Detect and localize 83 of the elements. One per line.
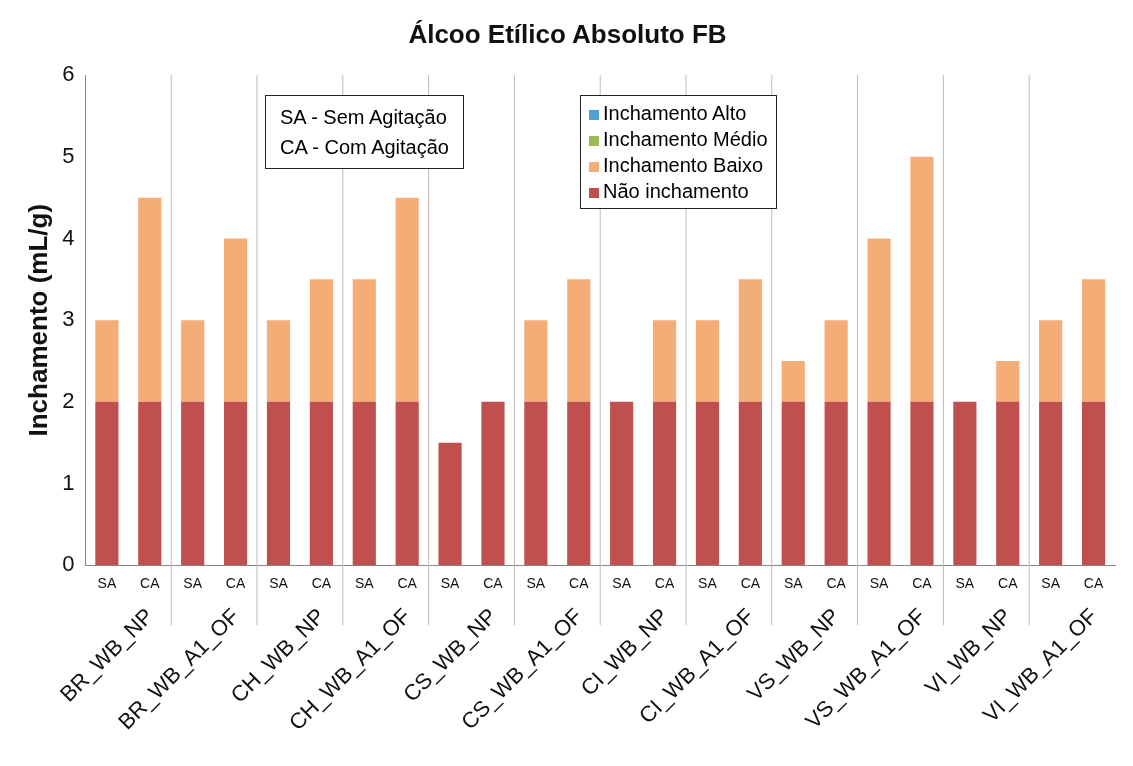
y-tick-label: 3 (62, 306, 75, 332)
x-tick-label: SA (698, 575, 718, 592)
bar (1039, 401, 1063, 566)
x-tick-label: CA (225, 575, 246, 592)
annotation: SA - Sem Agitação (280, 105, 448, 130)
y-axis-title: Inchamento (mL/g) (22, 203, 53, 437)
x-tick-label: CA (140, 575, 161, 592)
bar (1081, 279, 1106, 402)
y-tick-label: 6 (62, 61, 75, 87)
bar (224, 238, 248, 402)
x-tick-label: SA (955, 575, 975, 592)
bar (695, 401, 720, 566)
legend-label: Inchamento Baixo (602, 153, 765, 178)
bar (309, 401, 333, 566)
bar (824, 401, 848, 566)
bar (1039, 320, 1063, 402)
chart-title: Álcoo Etílico Absoluto FB (408, 18, 727, 49)
bar (309, 279, 333, 402)
x-tick-label: SA (612, 575, 632, 592)
bar (395, 401, 419, 566)
bar (953, 401, 977, 566)
annotation: CA - Com Agitação (280, 135, 449, 160)
x-tick-label: CA (397, 575, 418, 592)
bar (695, 320, 720, 402)
y-tick-label: 5 (62, 142, 75, 168)
bar (610, 401, 634, 566)
x-tick-label: CA (912, 575, 933, 592)
x-tick-label: SA (269, 575, 289, 592)
bar (352, 401, 376, 566)
bar (738, 401, 762, 566)
bar (567, 279, 591, 402)
x-tick-label: CA (569, 575, 590, 592)
legend-label: Não inchamento (602, 179, 750, 204)
bar (1081, 401, 1106, 566)
x-tick-label: CA (483, 575, 504, 592)
x-tick-label: CA (1083, 575, 1104, 592)
bar (395, 197, 419, 402)
x-tick-label: SA (97, 575, 117, 592)
bar (481, 401, 505, 566)
y-tick-label: 0 (62, 551, 75, 577)
bar (996, 361, 1020, 402)
x-tick-label: SA (783, 575, 804, 592)
bar (524, 401, 548, 566)
x-tick-label: SA (1041, 575, 1061, 592)
y-tick-label: 4 (62, 224, 75, 250)
legend-label: Inchamento Alto (602, 101, 748, 126)
y-tick-label: 2 (62, 387, 75, 413)
bar (266, 401, 291, 566)
bar (138, 401, 162, 566)
x-tick-label: CA (654, 575, 675, 592)
bar (524, 320, 548, 402)
x-tick-label: SA (526, 575, 546, 592)
bar (781, 361, 805, 402)
legend-label: Inchamento Médio (602, 127, 768, 152)
bar (181, 401, 205, 566)
bar (652, 401, 677, 566)
bar (567, 401, 591, 566)
bar (438, 442, 462, 566)
x-tick-label: CA (740, 575, 761, 592)
x-tick-label: CA (826, 575, 847, 592)
bar (138, 197, 162, 402)
bar (867, 401, 891, 566)
bar (738, 279, 762, 402)
bar (224, 401, 248, 566)
x-tick-label: SA (183, 575, 203, 592)
bar (352, 279, 376, 402)
bar (996, 401, 1020, 566)
bar (266, 320, 291, 402)
bar (910, 401, 934, 566)
y-tick-label: 1 (62, 469, 75, 495)
bar (824, 320, 848, 402)
bar (95, 401, 119, 566)
bar (181, 320, 205, 402)
bar (95, 320, 119, 402)
bar (867, 238, 891, 402)
x-tick-label: CA (311, 575, 332, 592)
bar (781, 401, 805, 566)
bar (910, 156, 934, 402)
x-tick-label: SA (869, 575, 890, 592)
x-tick-label: SA (354, 575, 375, 592)
bar (652, 320, 677, 402)
x-tick-label: SA (440, 575, 461, 592)
x-tick-label: CA (998, 575, 1019, 592)
